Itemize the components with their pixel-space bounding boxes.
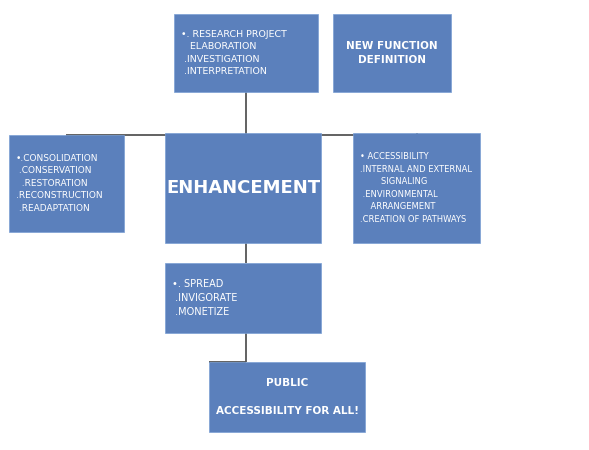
FancyBboxPatch shape [209, 362, 365, 432]
Text: PUBLIC

ACCESSIBILITY FOR ALL!: PUBLIC ACCESSIBILITY FOR ALL! [216, 378, 359, 416]
Text: • ACCESSIBILITY
.INTERNAL AND EXTERNAL
        SIGNALING
 .ENVIRONMENTAL
    ARR: • ACCESSIBILITY .INTERNAL AND EXTERNAL S… [360, 152, 472, 224]
Text: ENHANCEMENT: ENHANCEMENT [166, 179, 320, 197]
FancyBboxPatch shape [165, 263, 321, 333]
FancyBboxPatch shape [165, 133, 321, 243]
FancyBboxPatch shape [333, 14, 451, 92]
FancyBboxPatch shape [353, 133, 480, 243]
Text: •. SPREAD
 .INVIGORATE
 .MONETIZE: •. SPREAD .INVIGORATE .MONETIZE [172, 279, 237, 317]
Text: NEW FUNCTION
DEFINITION: NEW FUNCTION DEFINITION [346, 41, 438, 65]
Text: •.CONSOLIDATION
 .CONSERVATION
  .RESTORATION
.RECONSTRUCTION
 .READAPTATION: •.CONSOLIDATION .CONSERVATION .RESTORATI… [16, 154, 102, 213]
Text: •. RESEARCH PROJECT
   ELABORATION
 .INVESTIGATION
 .INTERPRETATION: •. RESEARCH PROJECT ELABORATION .INVESTI… [181, 30, 287, 76]
FancyBboxPatch shape [9, 135, 124, 232]
FancyBboxPatch shape [174, 14, 318, 92]
